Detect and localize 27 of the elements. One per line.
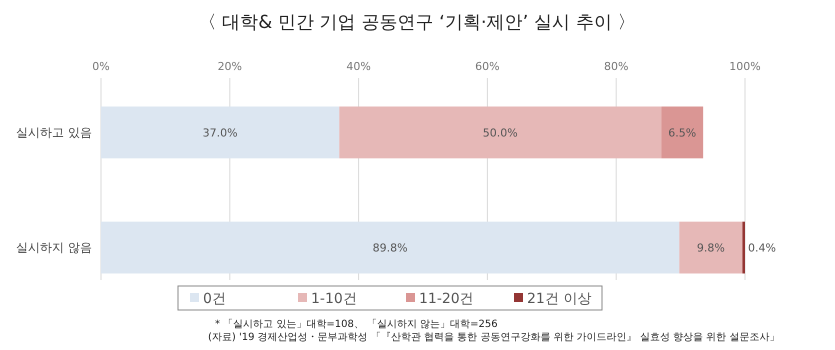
legend-label: 1-10건	[311, 291, 357, 307]
bar	[679, 222, 742, 274]
bar	[661, 106, 704, 158]
legend-label: 0건	[203, 291, 226, 307]
data-label: 9.8%	[696, 242, 725, 255]
y-tick-label: 실시하지 않음	[16, 240, 92, 255]
bar	[101, 106, 340, 158]
x-tick-label: 0%	[92, 60, 110, 73]
legend-label: 11-20건	[419, 291, 474, 307]
bar	[339, 106, 662, 158]
data-label: 0.4%	[748, 242, 776, 255]
data-label: 89.8%	[372, 242, 408, 255]
x-tick-label: 20%	[218, 60, 242, 73]
data-label: 50.0%	[482, 126, 518, 140]
x-tick-label: 40%	[346, 60, 371, 73]
text: (자료) '19 경제산업성・문부과학성 「『산학관 협력을 통한 공동연구강화를 위한 가이드라인』 실효성 향상을 위한 설문조사」	[208, 331, 780, 343]
y-tick-label: 실시하고 있음	[16, 125, 92, 140]
chart-title: 〈 대학& 민간 기업 공동연구 ‘기획·제안’ 실시 추이 〉	[198, 12, 636, 33]
text: * 「실시하고 있는」대학=108、 「실시하지 않는」대학=256	[215, 318, 498, 330]
legend-label: 21건 이상	[527, 291, 592, 307]
x-tick-label: 80%	[604, 60, 628, 73]
data-label: 6.5%	[668, 126, 696, 140]
data-label: 37.0%	[202, 126, 238, 140]
bar	[101, 222, 680, 274]
bar	[742, 222, 745, 274]
x-tick-label: 60%	[475, 60, 500, 73]
x-tick-label: 100%	[729, 60, 761, 73]
